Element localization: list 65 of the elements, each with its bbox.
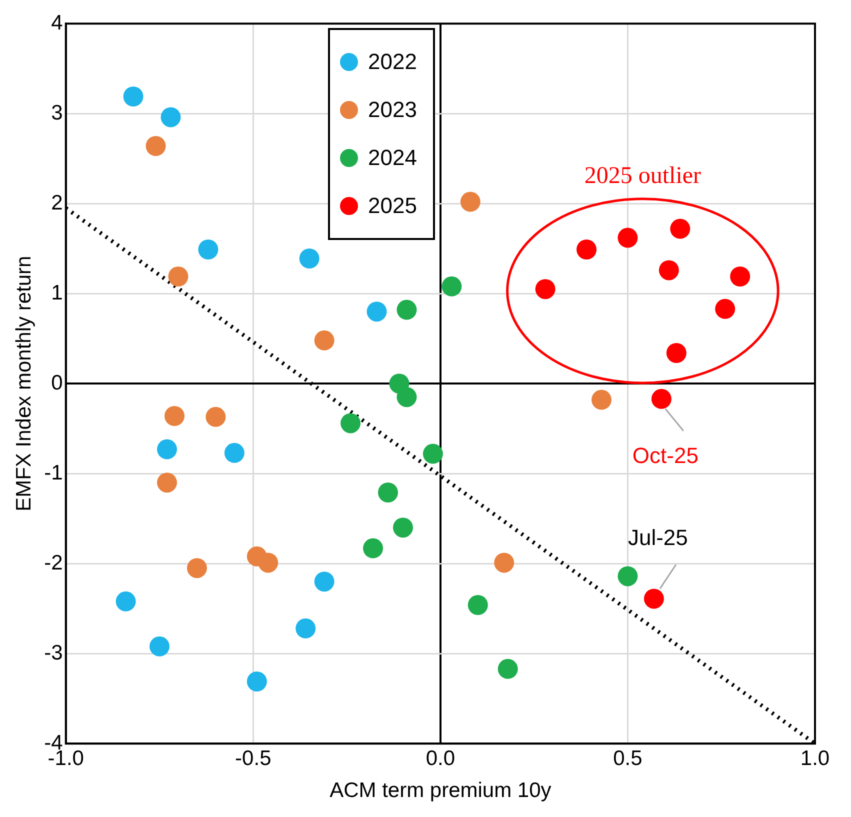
point: [592, 390, 612, 410]
y-tick-label: 1: [51, 281, 63, 304]
point: [378, 482, 398, 502]
point: [164, 406, 184, 426]
point: [666, 343, 686, 363]
point: [123, 86, 144, 106]
y-tick-label: 0: [51, 371, 63, 394]
point: [246, 672, 267, 692]
point: [314, 572, 334, 592]
point: [299, 248, 320, 268]
point: [442, 276, 462, 296]
point: [494, 552, 514, 573]
y-tick-label: -1: [44, 461, 63, 484]
point: [157, 472, 178, 493]
point: [198, 240, 218, 260]
point: [160, 107, 181, 128]
annotation: Oct-25: [632, 442, 698, 468]
y-tick-label: 2: [51, 191, 63, 214]
legend-label: 2024: [368, 145, 417, 171]
point: [396, 387, 417, 408]
point: [498, 658, 518, 679]
legend-label: 2022: [368, 49, 417, 75]
point: [168, 266, 188, 286]
point: [422, 444, 443, 464]
point: [618, 566, 638, 586]
x-tick-label: -0.5: [235, 746, 272, 770]
point: [146, 136, 166, 156]
legend-label: 2023: [368, 97, 417, 123]
point: [258, 552, 278, 573]
point: [296, 618, 316, 638]
point: [366, 302, 387, 322]
point: [658, 260, 679, 280]
x-axis-title: ACM term premium 10y: [330, 779, 552, 802]
y-tick-label: 3: [51, 101, 63, 124]
point: [651, 388, 672, 409]
point: [150, 636, 170, 656]
y-tick-label: -2: [44, 551, 63, 574]
point: [340, 413, 361, 434]
point: [468, 595, 488, 615]
point: [396, 300, 417, 320]
point: [576, 240, 597, 260]
point: [670, 218, 690, 239]
point: [644, 588, 664, 609]
point: [618, 228, 638, 248]
point: [535, 279, 556, 300]
y-tick-label: -3: [44, 641, 63, 664]
point: [116, 591, 136, 612]
point: [715, 298, 736, 319]
point: [314, 330, 334, 350]
x-tick-label: 0.5: [613, 746, 642, 770]
point: [730, 266, 750, 286]
point: [186, 558, 207, 578]
point: [224, 442, 244, 463]
point: [392, 518, 413, 538]
point: [206, 406, 226, 427]
annotation: Jul-25: [628, 524, 688, 550]
x-tick-label: 0.0: [426, 746, 456, 770]
point: [363, 538, 384, 558]
legend-label: 2025: [368, 193, 417, 219]
x-tick-label: 1.0: [800, 746, 830, 770]
y-axis-title: EMFX Index monthly return: [12, 256, 36, 512]
annotation: 2025 outlier: [584, 163, 702, 190]
point: [157, 439, 178, 460]
y-tick-label: 4: [51, 11, 64, 34]
point: [460, 192, 480, 212]
